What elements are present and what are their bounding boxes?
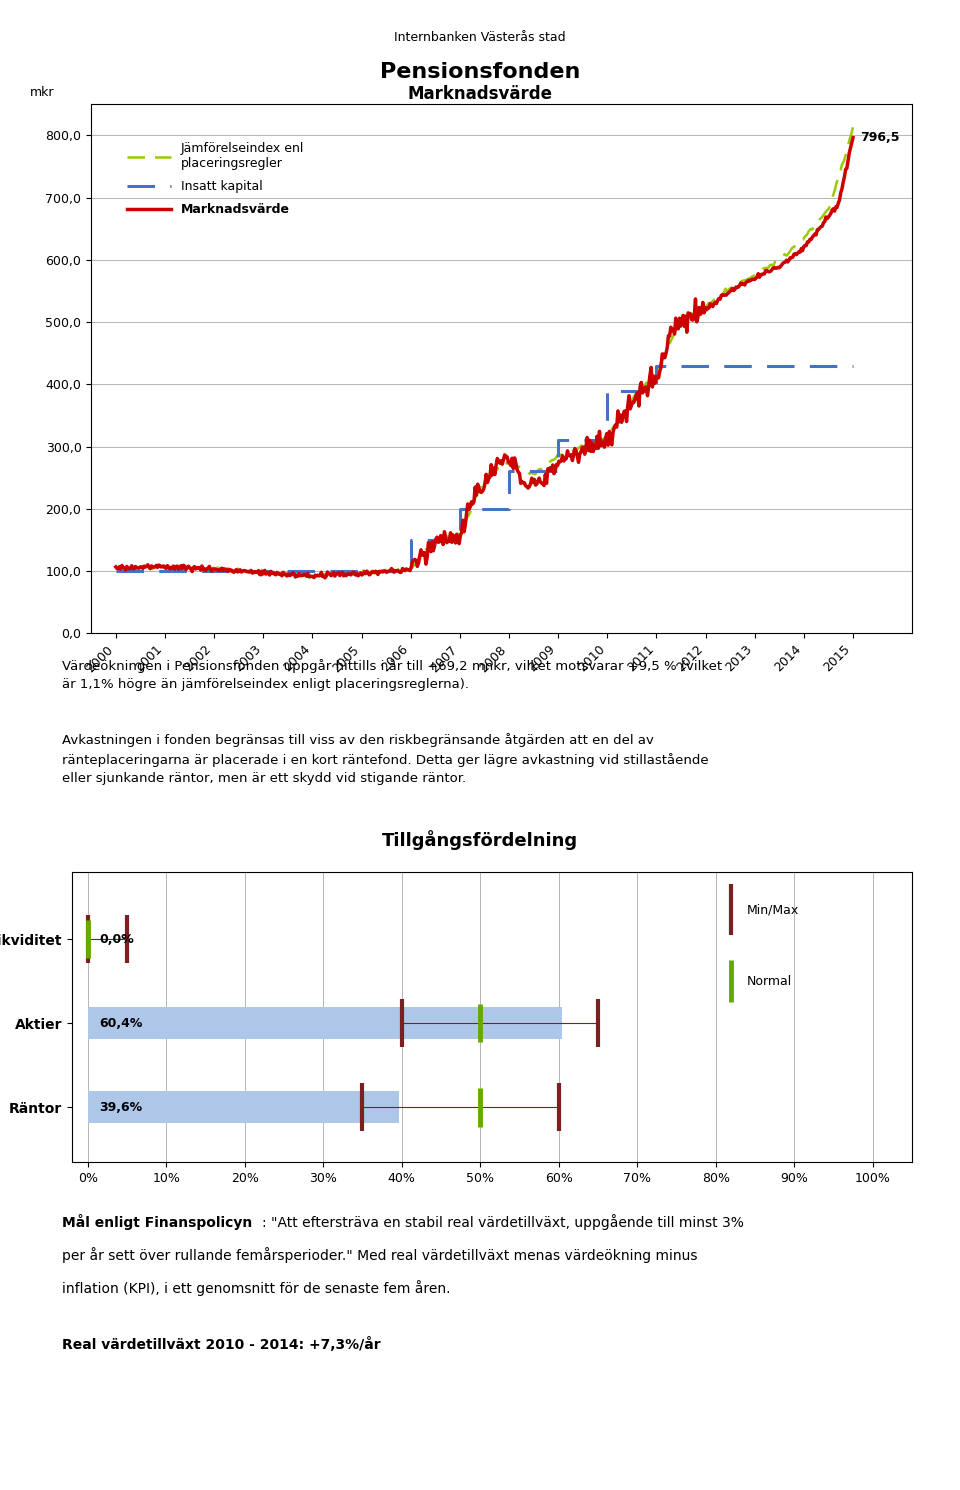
Bar [87,1007,562,1039]
Legend: Jämförelseindex enl
placeringsregler, Insatt kapital, Marknadsvärde: Jämförelseindex enl placeringsregler, In… [122,137,309,221]
Text: Real värdetillväxt 2010 - 2014: +7,3%/år: Real värdetillväxt 2010 - 2014: +7,3%/år [62,1337,381,1351]
Text: Mål enligt Finanspolicyn: Mål enligt Finanspolicyn [62,1214,252,1231]
Bar [87,1092,398,1123]
Text: Min/Max: Min/Max [747,903,800,916]
Text: 0,0%: 0,0% [100,933,134,946]
Text: Pensionsfonden: Pensionsfonden [380,61,580,82]
Text: Värdeökningen i Pensionsfonden uppgår hittills i år till +69,2 mnkr, vilket mots: Värdeökningen i Pensionsfonden uppgår hi… [62,659,723,690]
Text: per år sett över rullande femårsperioder." Med real värdetillväxt menas värdeökn: per år sett över rullande femårsperioder… [62,1247,698,1264]
Text: Marknadsvärde: Marknadsvärde [407,85,553,103]
Text: inflation (KPI), i ett genomsnitt för de senaste fem åren.: inflation (KPI), i ett genomsnitt för de… [62,1280,451,1296]
Text: Tillgångsfördelning: Tillgångsfördelning [382,830,578,851]
Text: 39,6%: 39,6% [100,1101,143,1115]
Text: Avkastningen i fonden begränsas till viss av den riskbegränsande åtgärden att en: Avkastningen i fonden begränsas till vis… [62,733,709,785]
Text: 796,5: 796,5 [860,131,900,145]
Text: Normal: Normal [747,974,792,988]
Text: 60,4%: 60,4% [100,1016,143,1030]
Text: Internbanken Västerås stad: Internbanken Västerås stad [395,31,565,45]
Text: mkr: mkr [30,86,54,98]
Text: : "Att eftersträva en stabil real värdetillväxt, uppgående till minst 3%: : "Att eftersträva en stabil real värdet… [262,1214,744,1231]
